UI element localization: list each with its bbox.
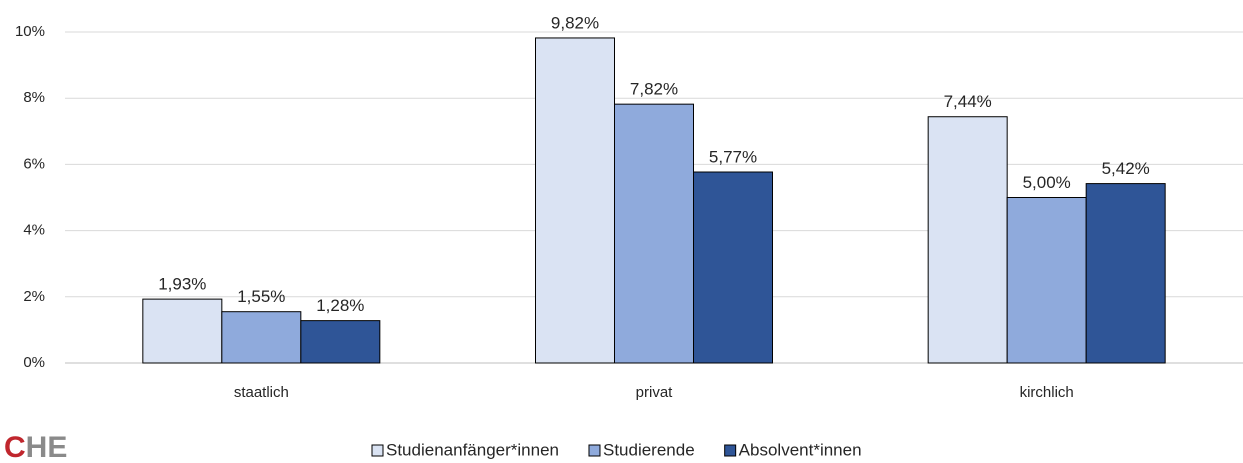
legend-swatch <box>371 444 384 457</box>
x-tick-label: kirchlich <box>1020 384 1074 401</box>
bar <box>535 37 615 364</box>
logo-c: C <box>4 431 26 463</box>
x-tick-label: staatlich <box>234 384 289 401</box>
logo: CHE <box>4 431 67 463</box>
bar <box>927 116 1008 364</box>
value-label: 7,44% <box>944 92 992 111</box>
bar <box>614 103 694 364</box>
logo-he: HE <box>26 431 68 463</box>
y-tick-label: 2% <box>23 288 45 305</box>
bar <box>300 320 381 364</box>
bar <box>142 298 223 364</box>
bar <box>693 171 773 364</box>
y-tick-label: 6% <box>23 155 45 172</box>
value-label: 5,42% <box>1102 159 1150 178</box>
y-tick-label: 10% <box>15 23 45 40</box>
legend-swatch <box>588 444 601 457</box>
legend-label: Studienanfänger*innen <box>386 440 559 459</box>
value-label: 1,28% <box>316 296 364 315</box>
value-label: 5,00% <box>1023 173 1071 192</box>
y-tick-label: 0% <box>23 354 45 371</box>
bar <box>1085 183 1166 364</box>
bar <box>1006 197 1087 364</box>
legend-swatch <box>724 444 737 457</box>
value-label: 1,93% <box>158 275 206 294</box>
value-label: 5,77% <box>709 147 757 166</box>
x-tick-label: privat <box>636 384 674 401</box>
value-label: 7,82% <box>630 80 678 99</box>
legend-label: Absolvent*innen <box>739 440 862 459</box>
value-label: 9,82% <box>551 13 599 32</box>
bar <box>221 311 302 364</box>
legend-label: Studierende <box>603 440 695 459</box>
y-tick-label: 8% <box>23 89 45 106</box>
y-tick-label: 4% <box>23 222 45 239</box>
value-label: 1,55% <box>237 287 285 306</box>
